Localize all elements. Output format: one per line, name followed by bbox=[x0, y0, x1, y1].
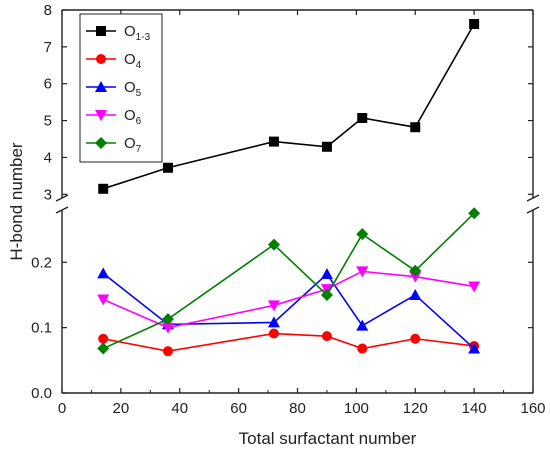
data-point bbox=[97, 267, 110, 279]
legend-label: O1-3 bbox=[124, 23, 151, 43]
data-point bbox=[267, 238, 280, 251]
y-tick-label: 5 bbox=[44, 113, 52, 130]
break-mark bbox=[526, 206, 540, 214]
data-point bbox=[409, 264, 422, 277]
axis-break-right bbox=[526, 194, 540, 214]
axis-break-left bbox=[55, 194, 69, 214]
data-point bbox=[356, 228, 369, 241]
data-point bbox=[95, 110, 107, 121]
data-point bbox=[410, 122, 421, 133]
data-point bbox=[267, 300, 280, 312]
legend-box bbox=[79, 13, 163, 163]
x-tick-label: 20 bbox=[113, 400, 130, 417]
legend-label: O7 bbox=[124, 135, 142, 155]
legend-item: O7 bbox=[86, 135, 142, 155]
data-point bbox=[268, 136, 279, 147]
data-point bbox=[98, 183, 109, 194]
data-point bbox=[468, 281, 481, 293]
data-point bbox=[469, 19, 480, 30]
data-point bbox=[356, 319, 369, 331]
y-tick-label: 8 bbox=[44, 2, 52, 19]
data-point bbox=[95, 81, 107, 92]
break-mark bbox=[55, 194, 69, 202]
x-tick-label: 160 bbox=[520, 400, 545, 417]
data-point bbox=[357, 343, 368, 354]
x-tick-label: 0 bbox=[58, 400, 66, 417]
data-point bbox=[162, 346, 173, 357]
legend-item: O4 bbox=[86, 51, 142, 71]
series-o7 bbox=[97, 207, 481, 355]
data-point bbox=[162, 162, 173, 173]
data-point bbox=[468, 342, 481, 354]
y-tick-label: 0.0 bbox=[31, 385, 52, 402]
data-point bbox=[356, 266, 369, 278]
legend-item: O5 bbox=[86, 79, 142, 99]
x-tick-label: 80 bbox=[289, 400, 306, 417]
data-point bbox=[96, 54, 106, 64]
data-point bbox=[320, 268, 333, 280]
data-point bbox=[95, 137, 107, 149]
data-point bbox=[161, 313, 174, 326]
y-tick-label: 0.2 bbox=[31, 254, 52, 271]
data-point bbox=[409, 271, 422, 283]
x-ticks: 0 20 40 60 80 100 120 140 160 bbox=[58, 10, 546, 417]
series-o4 bbox=[98, 328, 480, 357]
data-point bbox=[468, 207, 481, 220]
x-tick-label: 40 bbox=[171, 400, 188, 417]
data-point bbox=[96, 26, 106, 36]
data-point bbox=[321, 141, 332, 152]
data-point bbox=[321, 331, 332, 342]
x-tick-label: 100 bbox=[344, 400, 369, 417]
break-mark bbox=[55, 206, 69, 214]
y-axis-title: H-bond number bbox=[7, 142, 26, 260]
data-point bbox=[357, 113, 368, 124]
series-line bbox=[102, 212, 475, 350]
x-tick-label: 60 bbox=[230, 400, 247, 417]
data-point bbox=[98, 333, 109, 344]
x-tick-label: 140 bbox=[462, 400, 487, 417]
legend-item: O1-3 bbox=[86, 23, 151, 43]
y-tick-label: 0.1 bbox=[31, 320, 52, 337]
data-point bbox=[410, 333, 421, 344]
break-mark bbox=[526, 194, 540, 202]
y-tick-label: 4 bbox=[44, 149, 52, 166]
data-point bbox=[409, 288, 422, 300]
series-o5 bbox=[97, 267, 481, 354]
legend: O1-3 O4 O5 O6 O7 bbox=[79, 13, 163, 163]
legend-label: O4 bbox=[124, 51, 142, 71]
series-o1-3 bbox=[98, 19, 480, 194]
x-tick-label: 120 bbox=[403, 400, 428, 417]
data-point bbox=[320, 288, 333, 301]
y-tick-label: 3 bbox=[44, 186, 52, 203]
legend-label: O5 bbox=[124, 79, 142, 99]
data-point bbox=[97, 294, 110, 306]
data-point bbox=[267, 316, 280, 328]
series-o6 bbox=[97, 266, 481, 334]
legend-label: O6 bbox=[124, 107, 142, 127]
y-tick-label: 7 bbox=[44, 39, 52, 56]
data-point bbox=[268, 328, 279, 339]
legend-item: O6 bbox=[86, 107, 142, 127]
data-point bbox=[97, 342, 110, 355]
x-axis-title: Total surfactant number bbox=[239, 429, 417, 448]
data-point bbox=[161, 322, 174, 334]
y-tick-label: 6 bbox=[44, 76, 52, 93]
y-ticks: 3 4 5 6 7 8 0.0 0.1 0.2 bbox=[31, 2, 533, 402]
